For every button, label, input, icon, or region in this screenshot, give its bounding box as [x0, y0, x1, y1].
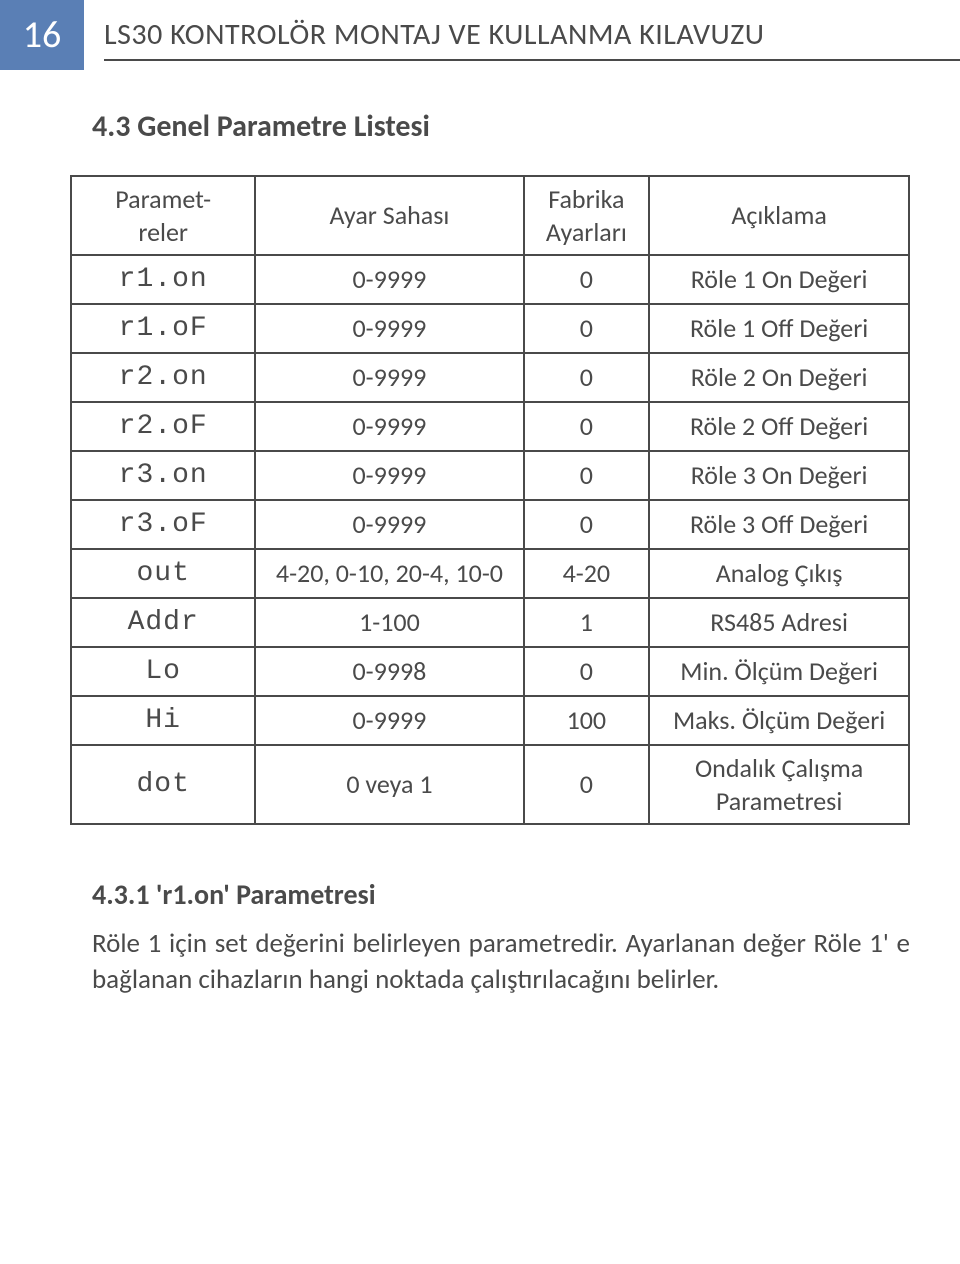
- table-row: r1.oF0-99990Röle 1 Off Değeri: [71, 304, 909, 353]
- page-header: 16 LS30 KONTROLÖR MONTAJ VE KULLANMA KIL…: [0, 0, 960, 70]
- cell-param: r3.on: [71, 451, 255, 500]
- parameters-table: Paramet- reler Ayar Sahası Fabrika Ayarl…: [70, 175, 910, 825]
- cell-factory: 0: [524, 353, 650, 402]
- cell-desc: Röle 2 Off Değeri: [649, 402, 909, 451]
- subsection-title: 4.3.1 'r1.on' Parametresi: [92, 877, 910, 912]
- header-title-wrap: LS30 KONTROLÖR MONTAJ VE KULLANMA KILAVU…: [84, 0, 960, 70]
- col-header-range: Ayar Sahası: [255, 176, 523, 255]
- cell-range: 0-9999: [255, 304, 523, 353]
- cell-factory: 0: [524, 402, 650, 451]
- col-header-param: Paramet- reler: [71, 176, 255, 255]
- table-row: dot0 veya 10Ondalık Çalışma Parametresi: [71, 745, 909, 824]
- document-title: LS30 KONTROLÖR MONTAJ VE KULLANMA KILAVU…: [84, 0, 960, 53]
- table-row: r1.on0-99990Röle 1 On Değeri: [71, 255, 909, 304]
- cell-desc: Analog Çıkış: [649, 549, 909, 598]
- table-row: r3.on0-99990Röle 3 On Değeri: [71, 451, 909, 500]
- cell-range: 4-20, 0-10, 20-4, 10-0: [255, 549, 523, 598]
- table-row: r3.oF0-99990Röle 3 Off Değeri: [71, 500, 909, 549]
- cell-factory: 4-20: [524, 549, 650, 598]
- cell-desc: Röle 1 Off Değeri: [649, 304, 909, 353]
- cell-desc: RS485 Adresi: [649, 598, 909, 647]
- cell-range: 0 veya 1: [255, 745, 523, 824]
- cell-desc: Röle 3 Off Değeri: [649, 500, 909, 549]
- cell-range: 0-9999: [255, 353, 523, 402]
- page-number-badge: 16: [0, 0, 84, 70]
- cell-range: 0-9999: [255, 402, 523, 451]
- cell-desc: Röle 2 On Değeri: [649, 353, 909, 402]
- cell-factory: 0: [524, 255, 650, 304]
- cell-factory: 0: [524, 745, 650, 824]
- cell-factory: 1: [524, 598, 650, 647]
- cell-desc: Min. Ölçüm Değeri: [649, 647, 909, 696]
- cell-factory: 0: [524, 500, 650, 549]
- cell-desc: Röle 1 On Değeri: [649, 255, 909, 304]
- col-header-param-text: Paramet- reler: [115, 183, 211, 248]
- cell-range: 0-9999: [255, 696, 523, 745]
- page-number: 16: [23, 12, 62, 58]
- cell-param: r3.oF: [71, 500, 255, 549]
- header-divider: [104, 59, 960, 61]
- cell-param: r1.oF: [71, 304, 255, 353]
- cell-param: Lo: [71, 647, 255, 696]
- col-header-desc: Açıklama: [649, 176, 909, 255]
- cell-param: Hi: [71, 696, 255, 745]
- cell-desc: Ondalık Çalışma Parametresi: [649, 745, 909, 824]
- table-row: Lo0-99980Min. Ölçüm Değeri: [71, 647, 909, 696]
- cell-range: 0-9999: [255, 451, 523, 500]
- cell-param: Addr: [71, 598, 255, 647]
- cell-desc: Röle 3 On Değeri: [649, 451, 909, 500]
- cell-param: dot: [71, 745, 255, 824]
- table-row: r2.on0-99990Röle 2 On Değeri: [71, 353, 909, 402]
- table-row: Hi0-9999100Maks. Ölçüm Değeri: [71, 696, 909, 745]
- table-header-row: Paramet- reler Ayar Sahası Fabrika Ayarl…: [71, 176, 909, 255]
- col-header-factory: Fabrika Ayarları: [524, 176, 650, 255]
- cell-range: 1-100: [255, 598, 523, 647]
- cell-factory: 0: [524, 451, 650, 500]
- cell-factory: 0: [524, 304, 650, 353]
- cell-range: 0-9999: [255, 500, 523, 549]
- subsection-body: Röle 1 için set değerini belirleyen para…: [92, 926, 910, 999]
- cell-range: 0-9998: [255, 647, 523, 696]
- table-row: r2.oF0-99990Röle 2 Off Değeri: [71, 402, 909, 451]
- cell-param: out: [71, 549, 255, 598]
- cell-param: r1.on: [71, 255, 255, 304]
- cell-range: 0-9999: [255, 255, 523, 304]
- cell-param: r2.oF: [71, 402, 255, 451]
- table-row: Addr1-1001RS485 Adresi: [71, 598, 909, 647]
- section-title: 4.3 Genel Parametre Listesi: [92, 108, 910, 145]
- cell-desc: Maks. Ölçüm Değeri: [649, 696, 909, 745]
- cell-factory: 0: [524, 647, 650, 696]
- cell-factory: 100: [524, 696, 650, 745]
- cell-param: r2.on: [71, 353, 255, 402]
- table-row: out4-20, 0-10, 20-4, 10-04-20Analog Çıkı…: [71, 549, 909, 598]
